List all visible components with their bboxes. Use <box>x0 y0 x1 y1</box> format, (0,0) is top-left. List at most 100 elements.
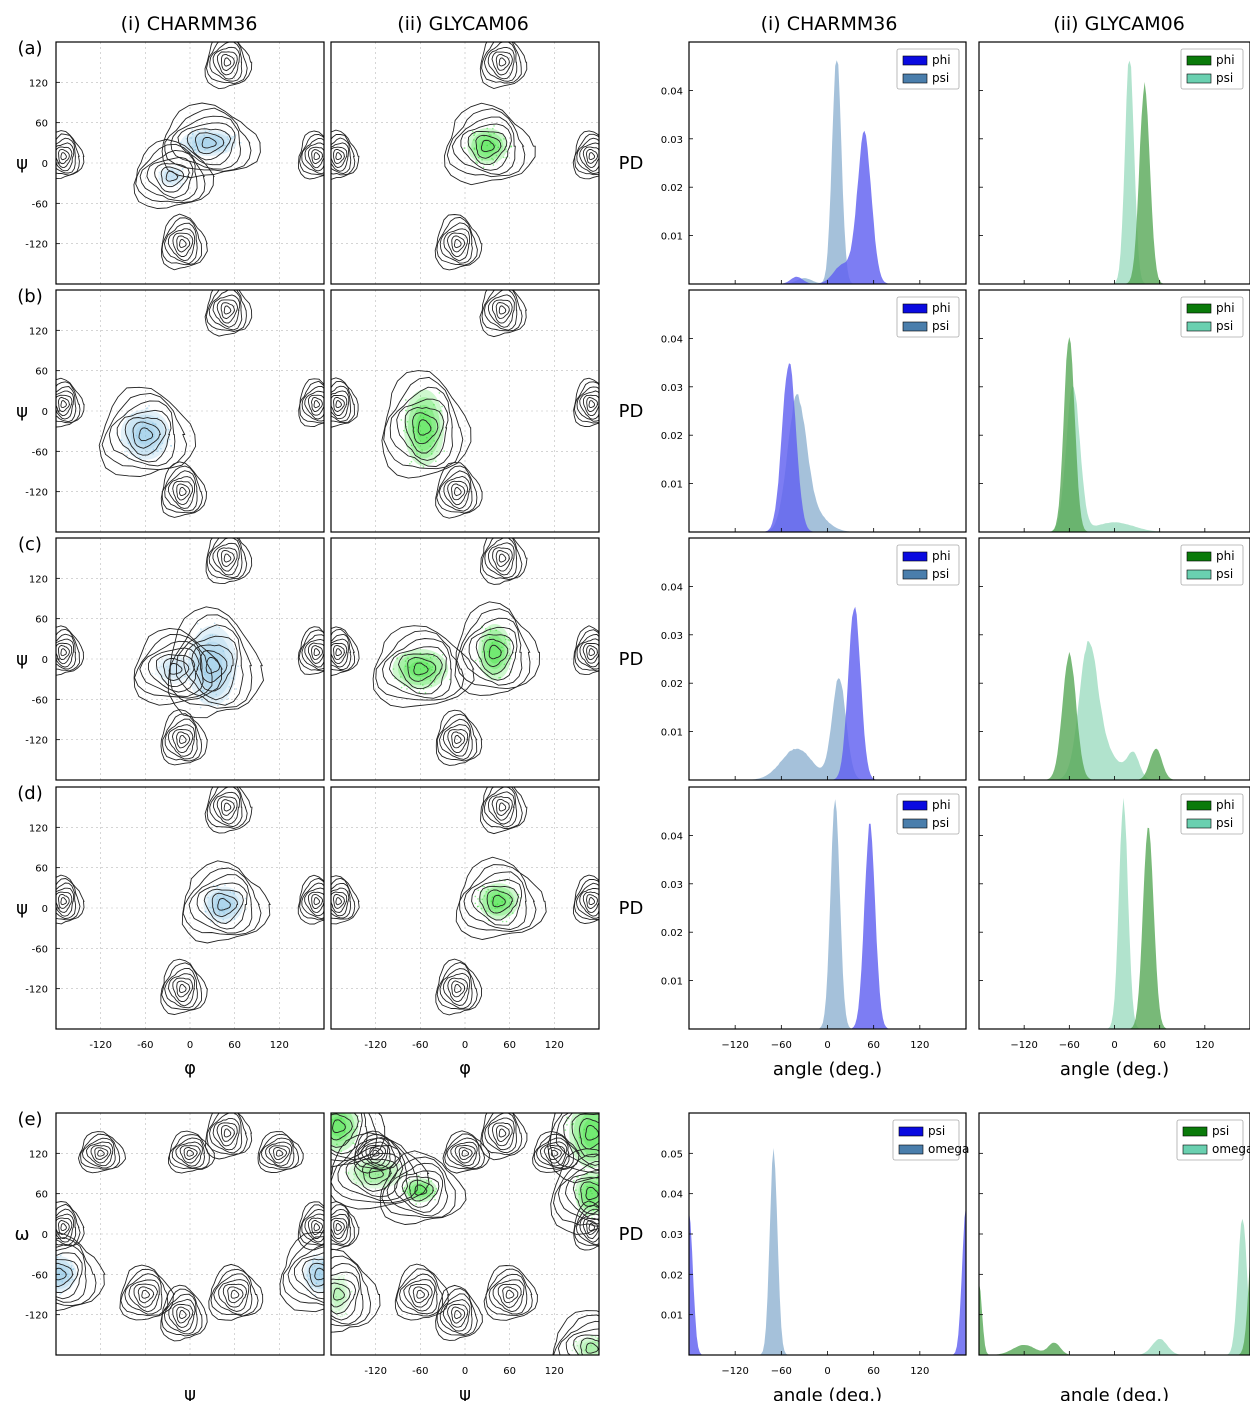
contour-line <box>401 1176 440 1208</box>
density-speck <box>596 1342 599 1344</box>
density-speck <box>572 1123 575 1125</box>
contour-line <box>172 480 194 505</box>
contour-line <box>172 977 194 1003</box>
contour-line <box>331 390 350 420</box>
legend-swatch <box>902 569 928 580</box>
contour-line <box>220 302 235 320</box>
density-speck <box>353 1128 355 1131</box>
density-speck <box>306 1275 308 1277</box>
contour-line <box>135 143 206 204</box>
density-spot <box>166 172 177 181</box>
y-tick-label: 0.04 <box>661 582 683 593</box>
density-speck <box>165 665 168 668</box>
contour-line <box>56 1201 85 1251</box>
y-tick-label: 0.01 <box>661 232 683 243</box>
density-speck <box>70 1267 73 1269</box>
density-speck <box>477 889 480 892</box>
hist-series-2 <box>979 1218 1250 1355</box>
contour-line <box>491 299 513 324</box>
density-speck <box>188 658 190 661</box>
density-speck <box>426 662 428 665</box>
density-spot <box>130 419 161 450</box>
panel-letter: (b) <box>17 286 42 307</box>
density-speck <box>430 453 433 455</box>
contour-line <box>331 883 351 919</box>
contour-line <box>179 486 187 496</box>
density-speck <box>158 666 161 669</box>
y-tick-label: 120 <box>29 78 48 89</box>
contour-line <box>199 650 228 684</box>
density-speck <box>49 1265 51 1267</box>
contour-line <box>133 1283 158 1308</box>
density-speck <box>392 668 395 670</box>
contour-line <box>293 1252 324 1300</box>
density-speck <box>229 891 232 893</box>
density-speck <box>218 913 221 915</box>
density-speck <box>476 162 479 164</box>
legend-label: psi <box>1216 319 1233 333</box>
contour-line <box>298 378 324 427</box>
density-speck <box>331 1308 334 1311</box>
contour-line <box>495 302 510 319</box>
x-tick-label: 120 <box>1195 1040 1214 1051</box>
charmm-hist-panel: 0.01 0.02 0.03 0.04 phi psi <box>661 41 967 285</box>
contour-line <box>573 1334 599 1355</box>
legend: phi psi <box>1180 544 1244 586</box>
contour-line <box>436 713 478 762</box>
legend-label: phi <box>1216 301 1235 315</box>
contour-line <box>307 1217 324 1239</box>
legend-label: psi <box>932 319 949 333</box>
contour-line <box>576 137 599 175</box>
density-speck <box>126 454 128 456</box>
density-speck <box>571 1349 574 1352</box>
legend-label: psi <box>1212 1124 1229 1138</box>
density-spot <box>416 412 433 444</box>
x-tick-label: 0 <box>824 1040 830 1051</box>
density-speck <box>139 456 141 459</box>
contour-line <box>454 1145 476 1164</box>
y-tick-label: 0.01 <box>661 728 683 739</box>
map-frame <box>330 41 600 285</box>
density-speck <box>415 1203 417 1205</box>
density-speck <box>493 125 495 127</box>
density-speck <box>339 1099 341 1101</box>
density-spot <box>578 1113 599 1155</box>
density-speck <box>341 1315 344 1317</box>
contour-line <box>56 642 73 665</box>
density-speck <box>176 186 179 189</box>
contour-line <box>78 1131 126 1174</box>
contour-line <box>206 42 248 85</box>
legend-swatch <box>1186 818 1212 829</box>
x-tick-label: −60 <box>1059 1040 1080 1051</box>
density-speck <box>195 664 197 667</box>
density-speck <box>364 1174 367 1176</box>
contour-line <box>181 860 271 944</box>
density-speck <box>311 1285 313 1288</box>
contour-line <box>331 1278 357 1315</box>
contour-line <box>172 1303 194 1328</box>
density-speck <box>353 1173 355 1175</box>
contour-line <box>588 897 595 906</box>
contour-line <box>299 877 324 921</box>
legend: phi psi <box>896 48 960 90</box>
density-speck <box>218 910 221 913</box>
contour-line <box>404 406 445 454</box>
contour-line <box>480 787 528 835</box>
density-speck <box>503 663 506 666</box>
contour-line <box>139 640 204 698</box>
density-speck <box>204 673 206 676</box>
density-speck <box>47 1291 49 1293</box>
density-speck <box>433 653 435 655</box>
density-speck <box>441 653 444 656</box>
contour-line <box>56 1267 67 1281</box>
density-speck <box>509 897 512 899</box>
density-speck <box>605 1188 607 1190</box>
density-speck <box>152 448 155 451</box>
contour-line <box>454 734 462 744</box>
contour-line <box>331 1113 354 1141</box>
hist-series-2 <box>979 385 1250 532</box>
contour-line <box>331 1201 360 1251</box>
density-speck <box>575 1189 577 1191</box>
y-tick-label: 0 <box>42 904 48 915</box>
contour-line <box>165 170 179 182</box>
